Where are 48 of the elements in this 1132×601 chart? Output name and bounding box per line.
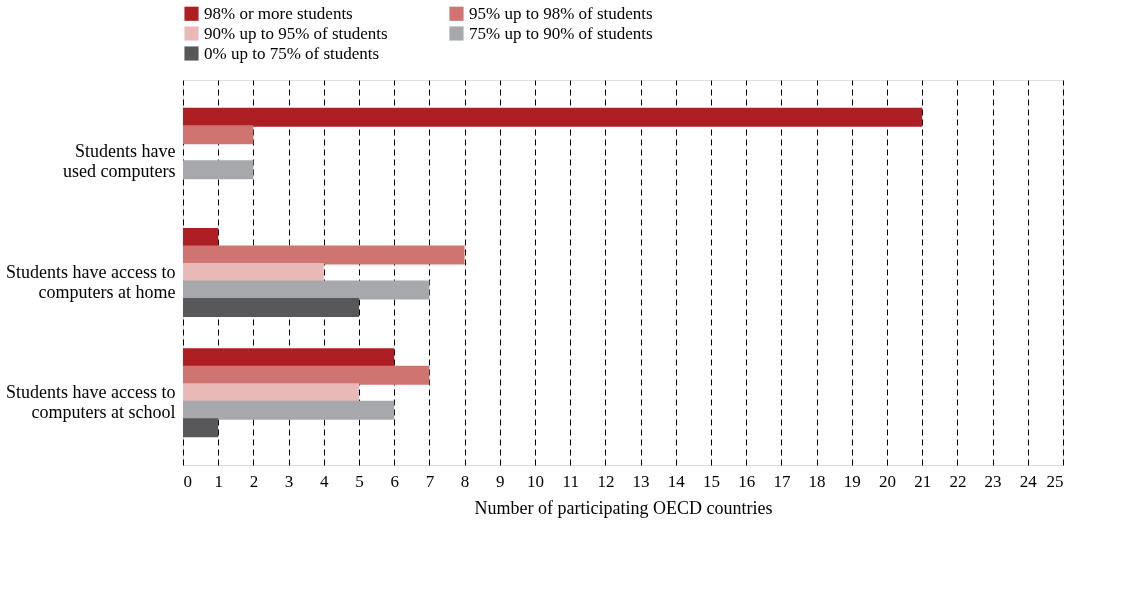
x-tick-label: 24 xyxy=(1019,471,1038,491)
bar xyxy=(183,125,254,145)
x-tick-label: 16 xyxy=(738,471,756,491)
bar xyxy=(183,263,324,282)
bar xyxy=(183,365,430,385)
x-tick-label: 11 xyxy=(562,471,579,491)
legend-label: 95% up to 98% of students xyxy=(469,3,653,23)
y-tick-label: Students have used computers xyxy=(63,141,176,182)
x-tick-label: 18 xyxy=(808,471,826,491)
x-tick-label: 8 xyxy=(460,471,470,491)
x-tick-label: 0 xyxy=(183,471,192,491)
x-tick-label: 19 xyxy=(843,471,861,491)
x-tick-label: 12 xyxy=(597,471,615,491)
x-tick-label: 20 xyxy=(879,471,896,491)
x-tick-label: 6 xyxy=(390,471,399,491)
x-tick-label: 2 xyxy=(249,471,259,491)
x-tick-label: 7 xyxy=(425,471,435,491)
legend-label: 90% up to 95% of students xyxy=(204,23,388,43)
x-axis-title: Number of participating OECD countries xyxy=(474,497,773,518)
y-tick-label: Students have access to computers at home xyxy=(6,261,176,302)
bar xyxy=(183,160,254,180)
x-tick-label: 23 xyxy=(984,471,1002,491)
x-tick-label: 21 xyxy=(914,471,932,491)
bar xyxy=(183,418,219,438)
x-tick-label: 5 xyxy=(355,471,364,491)
x-tick-label: 13 xyxy=(632,471,650,491)
x-tick-label: 10 xyxy=(527,471,544,491)
bar xyxy=(183,348,395,368)
y-tick-label: Students have access to computers at school xyxy=(6,381,176,422)
x-tick-label: 17 xyxy=(773,471,791,491)
x-tick-label: 3 xyxy=(284,471,294,491)
legend-label: 75% up to 90% of students xyxy=(469,23,653,43)
bar xyxy=(183,280,430,300)
bar xyxy=(183,245,465,265)
legend-label: 0% up to 75% of students xyxy=(204,43,380,63)
legend-label: 98% or more students xyxy=(204,3,353,23)
bar xyxy=(183,107,923,127)
x-tick-label: 9 xyxy=(496,471,505,491)
bar xyxy=(183,400,395,420)
x-tick-label: 22 xyxy=(949,471,967,491)
bar xyxy=(183,383,359,403)
x-tick-label: 1 xyxy=(214,471,223,491)
bar xyxy=(183,298,359,317)
x-tick-label: 14 xyxy=(667,471,686,491)
x-tick-label: 15 xyxy=(703,471,720,491)
x-tick-label: 25 xyxy=(1046,471,1064,491)
x-tick-label: 4 xyxy=(320,471,330,491)
bar xyxy=(183,228,219,247)
